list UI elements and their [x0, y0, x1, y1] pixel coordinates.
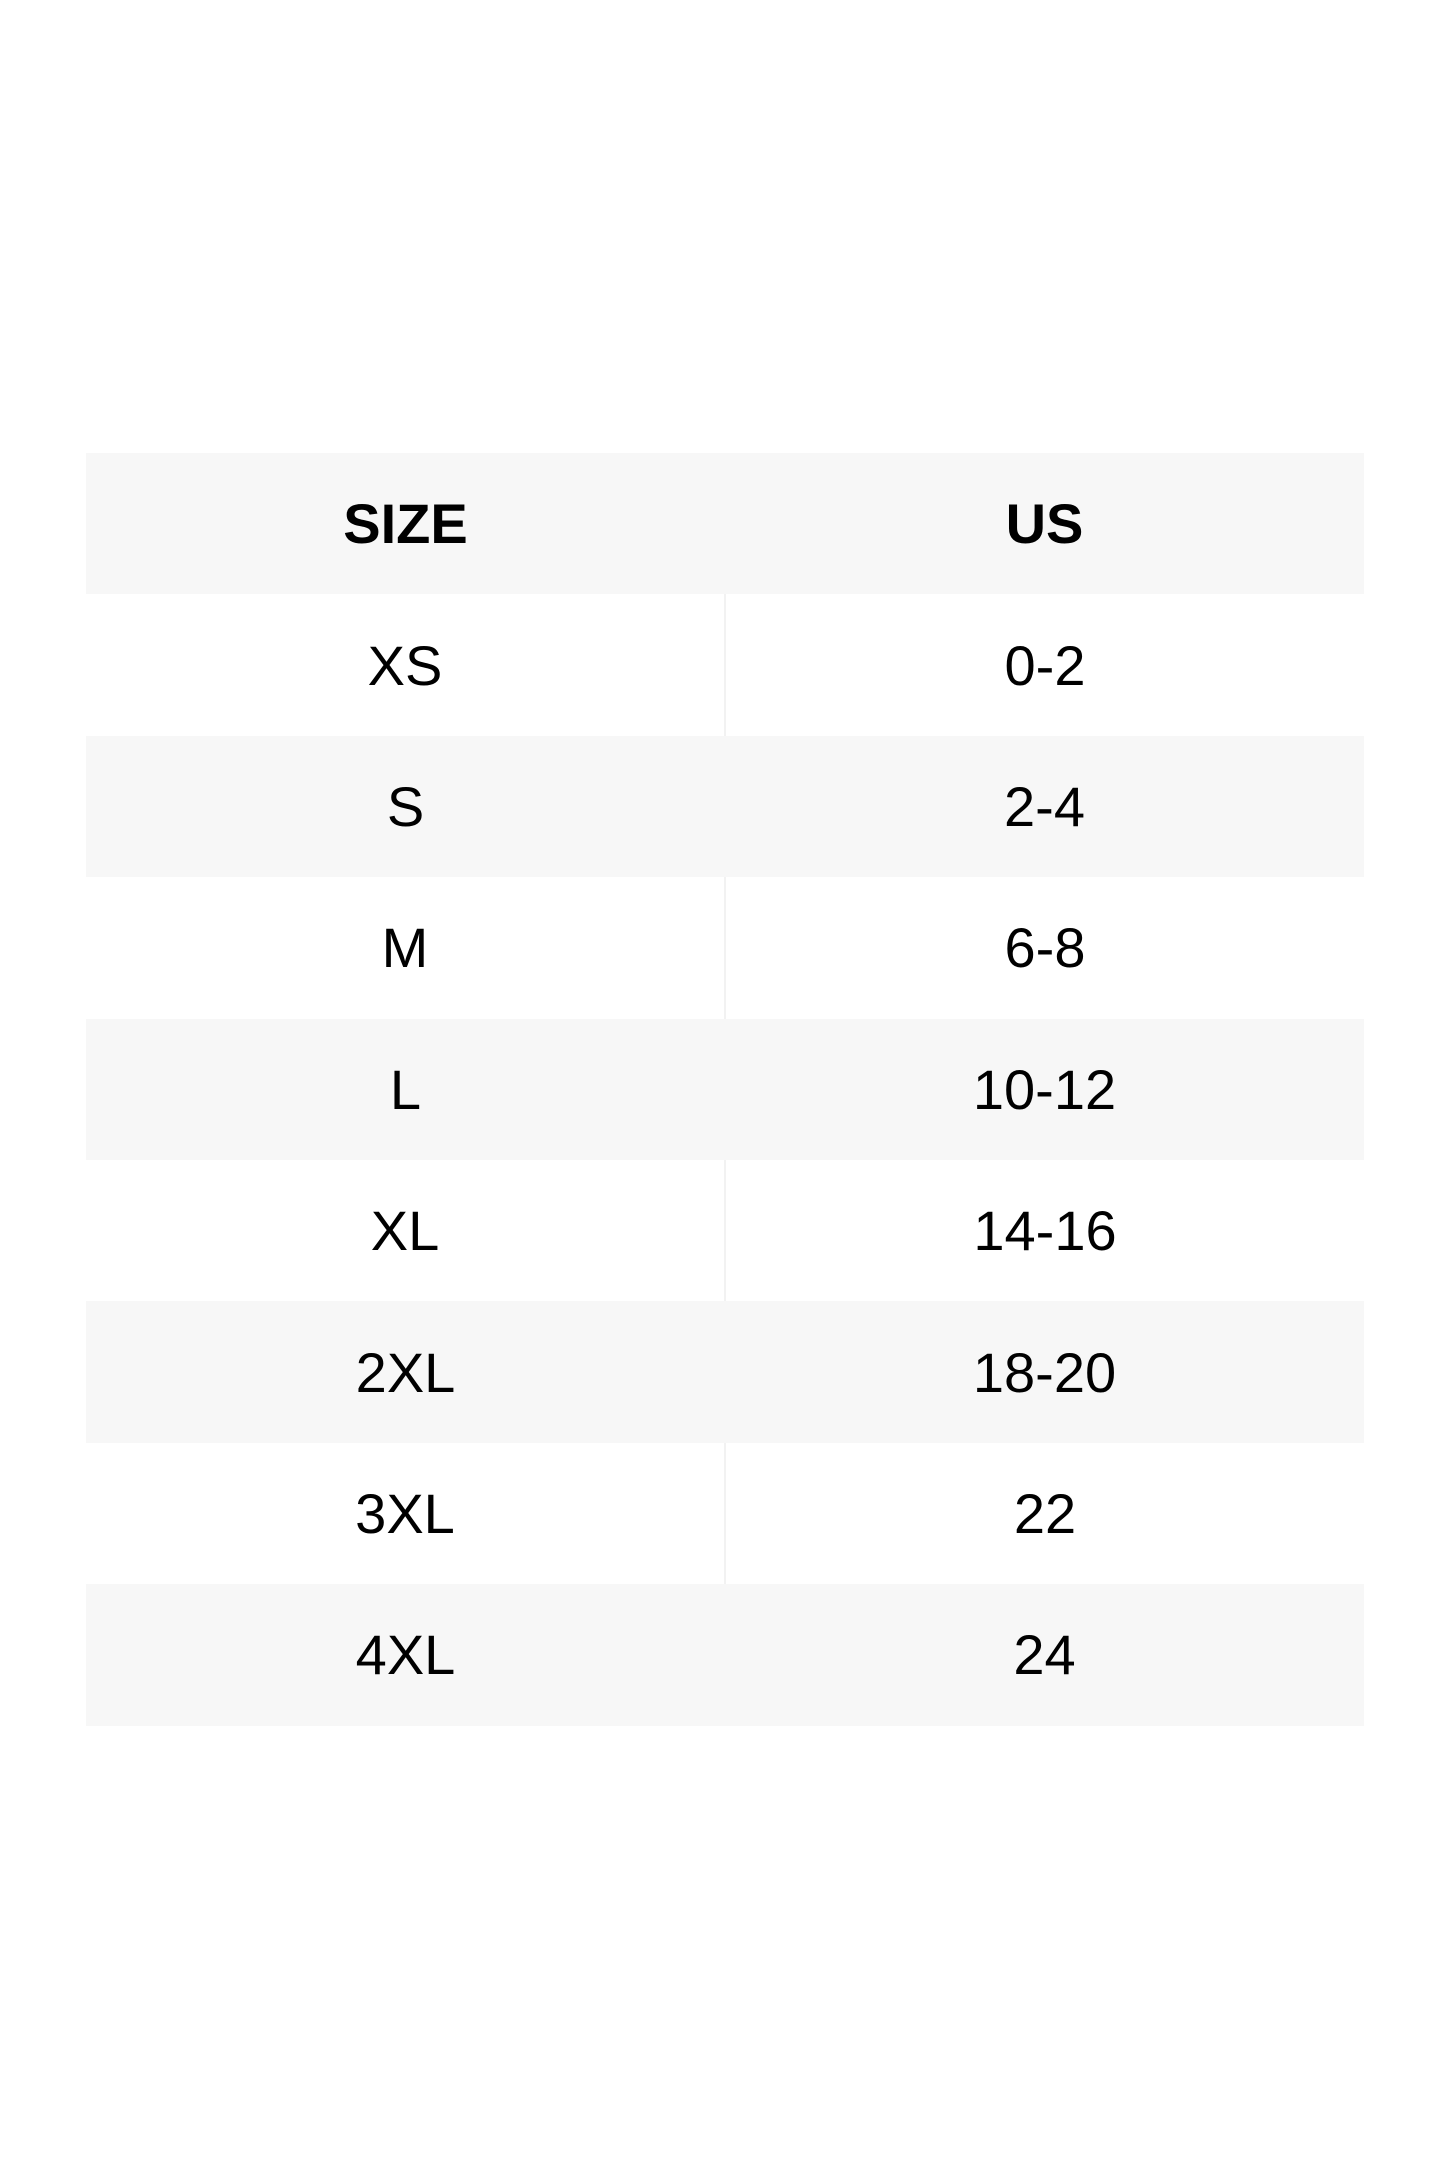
us-cell: 22	[725, 1442, 1364, 1585]
table-row: XS 0-2	[86, 594, 1364, 736]
table-row: L 10-12	[86, 1018, 1364, 1160]
us-cell: 24	[725, 1584, 1364, 1726]
size-cell: M	[86, 877, 726, 1019]
us-cell: 6-8	[725, 877, 1364, 1019]
table-row: 3XL 22	[86, 1442, 1364, 1585]
table-row: M 6-8	[86, 877, 1364, 1019]
size-cell: XS	[86, 594, 726, 736]
table-row: 2XL 18-20	[86, 1301, 1364, 1443]
size-cell: 2XL	[86, 1301, 725, 1443]
us-cell: 10-12	[725, 1018, 1364, 1160]
header-size: SIZE	[86, 453, 725, 595]
us-cell: 2-4	[725, 735, 1364, 878]
size-cell: L	[86, 1018, 725, 1160]
table-header-row: SIZE US	[86, 453, 1364, 595]
size-cell: 3XL	[86, 1442, 726, 1585]
size-chart-table: SIZE US XS 0-2 S 2-4 M 6-8 L 10-12 XL 14-16 2XL 18-…	[86, 453, 1364, 1726]
table-row: S 2-4	[86, 735, 1364, 878]
size-cell: 4XL	[86, 1584, 725, 1726]
header-us: US	[725, 453, 1364, 595]
table-row: 4XL 24	[86, 1584, 1364, 1726]
us-cell: 14-16	[725, 1159, 1364, 1302]
us-cell: 0-2	[725, 594, 1364, 736]
table-row: XL 14-16	[86, 1159, 1364, 1302]
size-cell: XL	[86, 1159, 726, 1302]
us-cell: 18-20	[725, 1301, 1364, 1443]
size-cell: S	[86, 735, 725, 878]
